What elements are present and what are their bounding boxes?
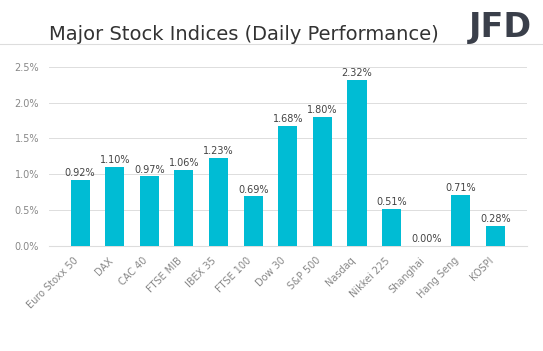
Bar <box>244 196 263 246</box>
Bar <box>486 226 505 246</box>
Text: 2.32%: 2.32% <box>342 68 372 78</box>
Bar <box>174 170 193 246</box>
Text: 1.23%: 1.23% <box>203 146 234 156</box>
Text: Major Stock Indices (Daily Performance): Major Stock Indices (Daily Performance) <box>49 25 439 44</box>
Text: 0.00%: 0.00% <box>411 234 441 244</box>
Text: 0.69%: 0.69% <box>238 185 268 194</box>
Text: 1.80%: 1.80% <box>307 105 338 115</box>
Bar <box>348 80 367 246</box>
Text: 0.51%: 0.51% <box>376 198 407 207</box>
Bar <box>451 195 470 246</box>
Text: JFD: JFD <box>469 11 532 44</box>
Bar <box>313 117 332 246</box>
Text: 0.71%: 0.71% <box>446 183 476 193</box>
Text: 1.10%: 1.10% <box>99 155 130 165</box>
Text: 1.06%: 1.06% <box>169 158 199 168</box>
Bar <box>278 126 298 246</box>
Bar <box>140 176 159 246</box>
Bar <box>382 209 401 246</box>
Text: 0.28%: 0.28% <box>480 214 511 224</box>
Text: 0.97%: 0.97% <box>134 165 165 174</box>
Bar <box>71 180 90 246</box>
Bar <box>105 167 124 246</box>
Text: 1.68%: 1.68% <box>273 114 303 124</box>
Bar <box>209 158 228 246</box>
Text: 0.92%: 0.92% <box>65 168 96 178</box>
